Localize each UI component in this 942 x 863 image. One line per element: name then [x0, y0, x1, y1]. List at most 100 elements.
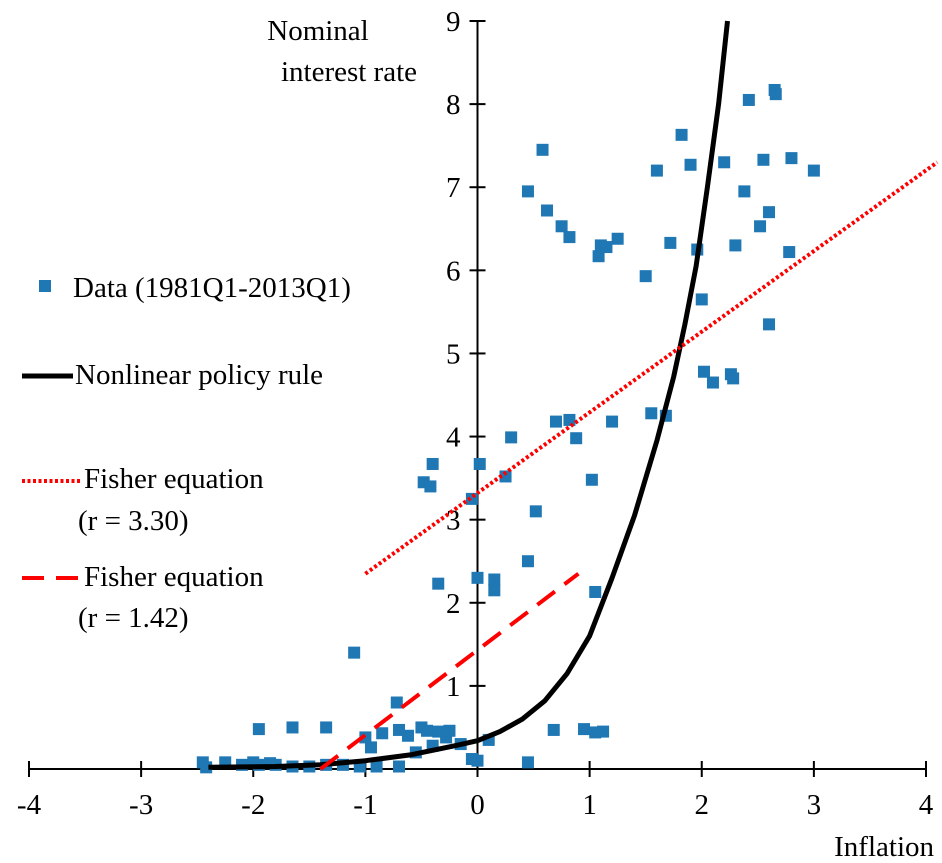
data-point — [763, 206, 776, 219]
data-point — [488, 584, 501, 597]
data-point — [320, 721, 333, 734]
data-point — [549, 415, 562, 428]
y-tick-label: 3 — [446, 505, 461, 537]
data-point — [729, 239, 742, 252]
policy-rule-curve — [208, 20, 730, 770]
data-point — [401, 729, 414, 742]
data-point — [664, 236, 677, 249]
data-point — [718, 156, 731, 169]
y-tick-label: 5 — [446, 338, 461, 370]
data-point — [252, 723, 265, 736]
data-point — [570, 432, 583, 445]
data-point — [529, 505, 542, 518]
data-point — [650, 164, 663, 177]
y-tick-label: 2 — [446, 588, 461, 620]
data-point — [376, 727, 389, 740]
data-point — [597, 725, 610, 738]
data-point — [547, 723, 560, 736]
data-point — [697, 365, 710, 378]
data-point — [585, 473, 598, 486]
data-point — [393, 760, 406, 773]
data-point — [286, 721, 299, 734]
data-point — [645, 407, 658, 420]
y-axis-label-line-2: interest rate — [281, 56, 417, 88]
data-point — [364, 741, 377, 754]
x-tick-label: -1 — [353, 789, 377, 821]
data-point — [695, 293, 708, 306]
data-point — [521, 756, 534, 769]
data-point — [499, 470, 512, 483]
legend-label-fisher-r142-line-2: (r = 1.42) — [78, 602, 189, 634]
legend-label-data: Data (1981Q1-2013Q1) — [73, 272, 351, 304]
x-axis-label: Inflation — [834, 831, 934, 863]
data-point — [563, 413, 576, 426]
data-point — [541, 204, 554, 217]
legend-marker-data — [39, 280, 51, 292]
data-point — [421, 724, 434, 737]
plot-area — [196, 20, 939, 774]
axes: -4 -3 -2 -1 0 1 2 3 4 1 2 3 4 5 6 7 8 9 — [17, 6, 934, 821]
data-point — [684, 158, 697, 171]
legend-label-fisher-r142-line-1: Fisher equation — [84, 561, 264, 593]
data-point — [471, 754, 484, 767]
y-tick-label: 4 — [446, 422, 461, 454]
x-tick-label: 2 — [695, 789, 710, 821]
x-tick-label: -4 — [17, 789, 42, 821]
data-point — [563, 231, 576, 244]
data-point — [521, 185, 534, 198]
data-point — [471, 571, 484, 584]
data-point — [785, 152, 798, 165]
y-tick-label: 7 — [446, 172, 461, 204]
data-point — [783, 246, 796, 259]
fisher-line-r142 — [319, 572, 580, 771]
data-point — [639, 270, 652, 283]
data-point — [426, 457, 439, 470]
data-point — [706, 376, 719, 389]
data-point — [611, 232, 624, 245]
legend-label-fisher-r330-line-1: Fisher equation — [84, 463, 264, 495]
data-point — [505, 431, 518, 444]
data-point — [432, 577, 445, 590]
y-tick-label: 8 — [446, 89, 461, 121]
data-point — [473, 457, 486, 470]
data-point — [592, 250, 605, 263]
data-point — [589, 585, 602, 598]
data-point — [443, 724, 456, 737]
fisher-line-r330 — [364, 160, 939, 576]
x-tick-label: 3 — [807, 789, 822, 821]
data-point — [727, 372, 740, 385]
legend-label-fisher-r330-line-2: (r = 3.30) — [78, 505, 189, 537]
data-point — [555, 220, 568, 233]
data-point — [769, 88, 782, 101]
data-point — [807, 164, 820, 177]
x-tick-label: -3 — [129, 789, 153, 821]
data-point — [578, 723, 591, 736]
data-point — [738, 185, 751, 198]
data-point — [606, 415, 619, 428]
data-point — [757, 153, 770, 166]
data-point — [742, 93, 755, 106]
data-point — [200, 761, 213, 774]
data-point — [521, 555, 534, 568]
y-tick-label: 1 — [446, 671, 461, 703]
legend: Data (1981Q1-2013Q1) Nonlinear policy rul… — [22, 272, 351, 634]
y-tick-label: 6 — [446, 255, 461, 287]
x-tick-label: 0 — [470, 789, 485, 821]
data-point — [488, 573, 501, 586]
y-axis-label-line-1: Nominal — [267, 15, 369, 47]
legend-label-policy-rule: Nonlinear policy rule — [75, 359, 323, 391]
x-tick-label: 1 — [582, 789, 597, 821]
x-tick-label: -2 — [241, 789, 265, 821]
data-point — [370, 760, 383, 773]
y-tick-label: 9 — [446, 6, 461, 38]
data-point — [754, 220, 767, 233]
data-point — [348, 646, 361, 659]
data-point — [536, 143, 549, 156]
data-point — [424, 480, 437, 493]
data-point — [763, 318, 776, 331]
x-tick-label: 4 — [919, 789, 934, 821]
data-point — [675, 128, 688, 141]
data-point — [600, 241, 613, 254]
data-point — [390, 696, 403, 709]
